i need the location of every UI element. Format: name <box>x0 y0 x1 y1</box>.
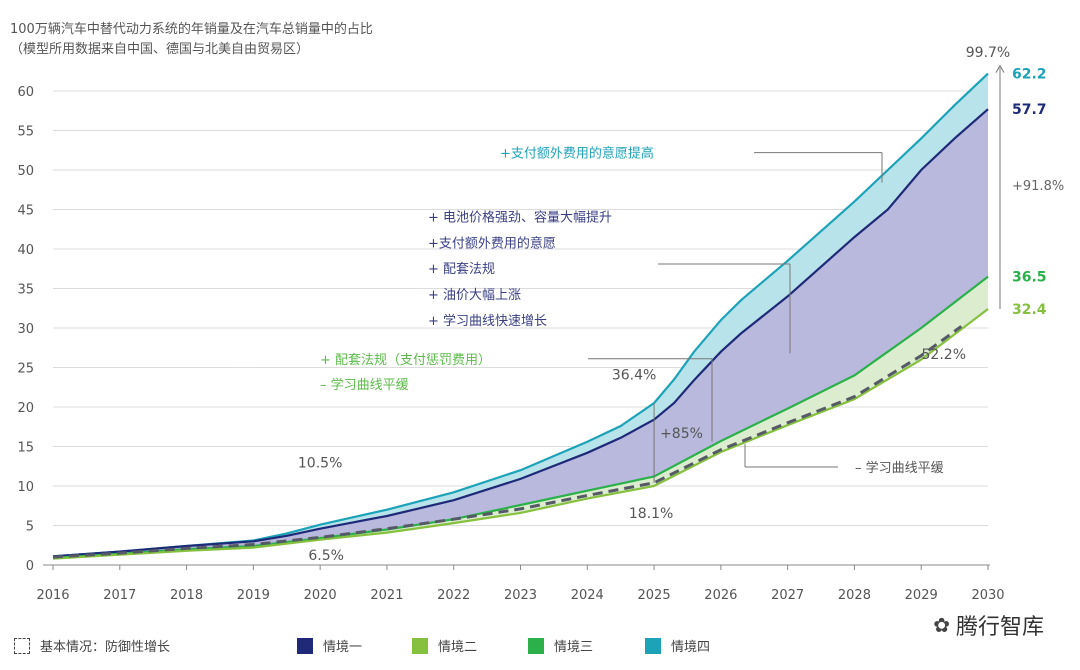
legend-swatch-s3 <box>528 637 544 654</box>
legend-item-s1: 情境一 <box>297 636 362 655</box>
y-tick-label: 15 <box>17 441 34 456</box>
x-tick-label: 2018 <box>170 588 203 603</box>
annotation-pct-2025-top: 36.4% <box>612 367 656 383</box>
x-tick-label: 2023 <box>504 588 537 603</box>
legend-swatch-base <box>14 637 30 654</box>
y-tick-label: 20 <box>17 401 34 416</box>
annotation-s1-line: + 电池价格强劲、容量大幅提升 <box>428 210 612 226</box>
annotation-pct-2030-top: 99.7% <box>966 45 1010 61</box>
y-tick-label: 5 <box>26 520 34 535</box>
y-tick-label: 55 <box>17 125 34 140</box>
y-tick-label: 0 <box>26 559 34 574</box>
annotation-pct-2025-bottom: 18.1% <box>629 506 673 522</box>
annotation-pct-2030-change: +91.8% <box>1012 179 1064 194</box>
legend-label-s3: 情境三 <box>554 640 594 655</box>
x-tick-label: 2021 <box>370 588 403 603</box>
annotation-s3-line: – 学习曲线平缓 <box>320 377 409 393</box>
watermark: ✿ 腾行智库 <box>933 609 1044 641</box>
series-line-s1 <box>52 108 989 558</box>
legend-label-s1: 情境一 <box>323 640 363 655</box>
series-line-s3 <box>52 275 989 559</box>
chart-subtitle: （模型所用数据来自中国、德国与北美自由贸易区） <box>10 42 310 57</box>
annotation-pct-2020-bottom: 6.5% <box>308 548 344 564</box>
end-value-s2: 32.4 <box>1012 302 1047 318</box>
legend-item-s3: 情境三 <box>528 636 593 655</box>
end-value-s4: 62.2 <box>1012 67 1047 83</box>
x-tick-label: 2020 <box>304 588 337 603</box>
y-tick-label: 25 <box>17 362 34 377</box>
y-tick-label: 35 <box>17 283 34 298</box>
annotation-s1-line: + 油价大幅上涨 <box>428 288 521 303</box>
x-tick-label: 2029 <box>905 588 938 603</box>
legend-label-s2: 情境二 <box>438 640 478 655</box>
band-s3-s2 <box>53 276 988 559</box>
y-tick-label: 40 <box>17 243 34 258</box>
series-line-base <box>52 325 963 559</box>
bracket-arrowhead <box>995 64 1005 73</box>
annotation-pct-2030-bottom: 52.2% <box>922 347 966 363</box>
y-tick-label: 10 <box>17 480 34 495</box>
x-tick-label: 2019 <box>237 588 270 603</box>
watermark-text: 腾行智库 <box>955 615 1044 640</box>
y-tick-label: 60 <box>17 85 34 100</box>
chart-title: 100万辆汽车中替代动力系统的年销量及在汽车总销量中的占比 <box>10 22 373 37</box>
x-tick-label: 2025 <box>638 588 671 603</box>
x-tick-label: 2016 <box>36 588 69 603</box>
annotation-s4: +支付额外费用的意愿提高 <box>500 146 654 162</box>
y-tick-label: 30 <box>17 322 34 337</box>
annotation-s3-line: + 配套法规（支付惩罚费用） <box>320 352 491 368</box>
legend-item-s4: 情境四 <box>645 636 710 655</box>
x-tick-label: 2024 <box>571 588 604 603</box>
legend-swatch-s4 <box>645 637 661 654</box>
x-tick-label: 2028 <box>838 588 871 603</box>
band-s1-s3 <box>53 109 988 558</box>
legend-label-base: 基本情况：防御性增长 <box>40 640 171 655</box>
series-line-s4 <box>52 72 989 558</box>
annotation-s1-line: + 学习曲线快速增长 <box>428 313 547 329</box>
legend-item-base: 基本情况：防御性增长 <box>14 636 170 655</box>
legend-swatch-s1 <box>297 637 313 654</box>
x-tick-label: 2017 <box>103 588 136 603</box>
y-tick-label: 50 <box>17 164 34 179</box>
annotation-s1-line: +支付额外费用的意愿 <box>428 236 556 252</box>
annotation-s1-line: + 配套法规 <box>428 261 495 277</box>
annotation-pct-2025-change: +85% <box>660 426 703 442</box>
x-tick-label: 2030 <box>971 588 1004 603</box>
annotation-s2: – 学习曲线平缓 <box>855 460 944 476</box>
series-line-s2 <box>52 308 989 560</box>
end-value-s1: 57.7 <box>1012 102 1047 118</box>
annotation-pct-2020-top: 10.5% <box>298 456 342 472</box>
legend-item-s2: 情境二 <box>412 636 477 655</box>
x-tick-label: 2022 <box>437 588 470 603</box>
end-value-s3: 36.5 <box>1012 270 1047 286</box>
x-tick-label: 2026 <box>704 588 737 603</box>
legend-label-s4: 情境四 <box>671 640 711 655</box>
y-tick-label: 45 <box>17 204 34 219</box>
legend-swatch-s2 <box>412 637 428 654</box>
x-tick-label: 2027 <box>771 588 804 603</box>
wechat-icon: ✿ <box>933 613 950 637</box>
